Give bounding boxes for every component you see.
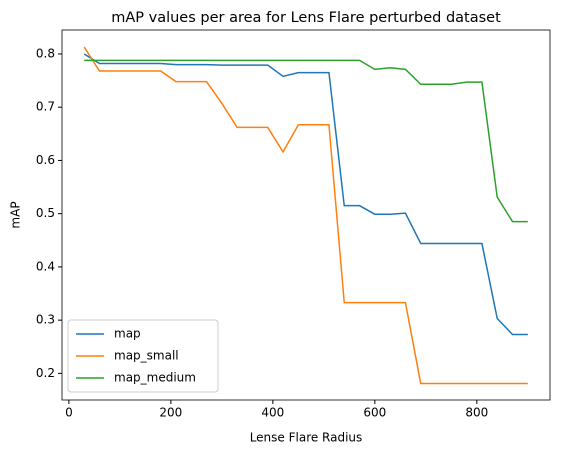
x-tick-label: 400 xyxy=(261,406,284,420)
line-series xyxy=(83,53,528,336)
x-axis-label: Lense Flare Radius xyxy=(250,431,363,445)
y-tick-label: 0.7 xyxy=(36,100,55,114)
line-series xyxy=(84,59,528,223)
x-tick-label: 600 xyxy=(363,406,386,420)
x-tick-label: 200 xyxy=(159,406,182,420)
legend-label: map_medium xyxy=(114,371,196,385)
legend-label: map_small xyxy=(114,349,179,363)
y-tick-label: 0.4 xyxy=(36,259,55,273)
line-series xyxy=(83,46,528,385)
y-tick-label: 0.5 xyxy=(36,206,55,220)
x-tick-label: 800 xyxy=(465,406,488,420)
y-tick-label: 0.6 xyxy=(36,153,55,167)
y-tick-label: 0.3 xyxy=(36,313,55,327)
y-axis-label: mAP xyxy=(9,201,23,228)
chart-title: mAP values per area for Lens Flare pertu… xyxy=(111,10,501,26)
legend-box xyxy=(67,319,219,393)
y-tick-label: 0.2 xyxy=(36,366,55,380)
y-tick-label: 0.8 xyxy=(36,46,55,60)
x-tick-label: 0 xyxy=(65,406,73,420)
legend-label: map xyxy=(114,327,141,341)
plot-frame xyxy=(61,29,551,401)
